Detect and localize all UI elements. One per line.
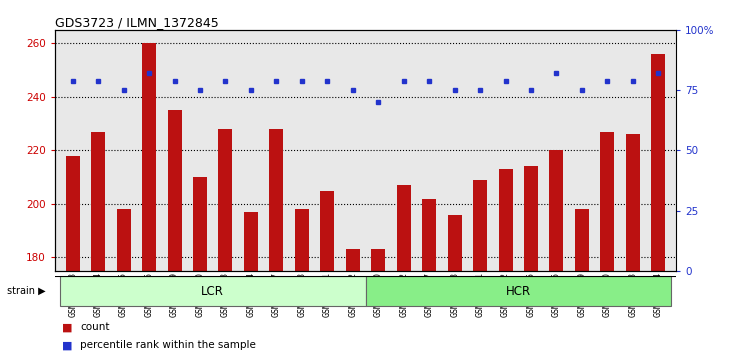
Text: ■: ■ bbox=[62, 340, 72, 350]
Bar bbox=[550, 150, 564, 271]
Text: percentile rank within the sample: percentile rank within the sample bbox=[80, 340, 257, 350]
Bar bbox=[167, 110, 181, 271]
Bar bbox=[269, 129, 284, 271]
Bar bbox=[447, 215, 462, 271]
Bar bbox=[60, 276, 366, 306]
Bar bbox=[116, 209, 131, 271]
Bar bbox=[473, 180, 487, 271]
Text: count: count bbox=[80, 322, 110, 332]
Bar bbox=[499, 169, 512, 271]
Text: ■: ■ bbox=[62, 322, 72, 332]
Bar bbox=[219, 129, 232, 271]
Text: HCR: HCR bbox=[506, 285, 531, 298]
Text: strain ▶: strain ▶ bbox=[7, 286, 46, 296]
Bar bbox=[371, 250, 385, 271]
Bar bbox=[397, 185, 411, 271]
Text: LCR: LCR bbox=[201, 285, 224, 298]
Bar bbox=[66, 156, 80, 271]
Bar bbox=[651, 54, 665, 271]
Bar bbox=[193, 177, 207, 271]
Bar bbox=[295, 209, 308, 271]
Bar bbox=[91, 132, 105, 271]
Bar bbox=[626, 135, 640, 271]
Bar bbox=[600, 132, 615, 271]
Bar bbox=[524, 166, 538, 271]
Bar bbox=[366, 276, 671, 306]
Bar bbox=[320, 190, 334, 271]
Bar bbox=[346, 250, 360, 271]
Bar bbox=[423, 199, 436, 271]
Text: GDS3723 / ILMN_1372845: GDS3723 / ILMN_1372845 bbox=[55, 16, 219, 29]
Bar bbox=[142, 44, 156, 271]
Bar bbox=[244, 212, 258, 271]
Bar bbox=[575, 209, 589, 271]
